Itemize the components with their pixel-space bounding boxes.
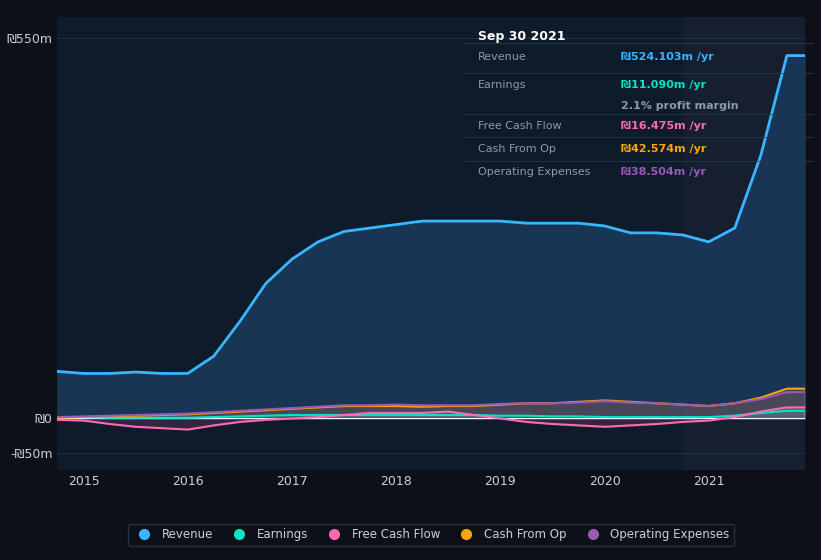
- Text: ₪16.475m /yr: ₪16.475m /yr: [621, 121, 706, 131]
- Text: ₪11.090m /yr: ₪11.090m /yr: [621, 80, 706, 90]
- Bar: [683, 17, 805, 470]
- Text: ₪524.103m /yr: ₪524.103m /yr: [621, 52, 713, 62]
- Legend: Revenue, Earnings, Free Cash Flow, Cash From Op, Operating Expenses: Revenue, Earnings, Free Cash Flow, Cash …: [128, 524, 734, 546]
- Text: Sep 30 2021: Sep 30 2021: [478, 30, 566, 43]
- Text: 2.1% profit margin: 2.1% profit margin: [621, 101, 739, 111]
- Text: Revenue: Revenue: [478, 52, 526, 62]
- Text: Operating Expenses: Operating Expenses: [478, 167, 590, 177]
- Text: Cash From Op: Cash From Op: [478, 144, 556, 154]
- Text: Earnings: Earnings: [478, 80, 526, 90]
- Text: Free Cash Flow: Free Cash Flow: [478, 121, 562, 131]
- Text: ₪42.574m /yr: ₪42.574m /yr: [621, 144, 706, 154]
- Text: ₪38.504m /yr: ₪38.504m /yr: [621, 167, 706, 177]
